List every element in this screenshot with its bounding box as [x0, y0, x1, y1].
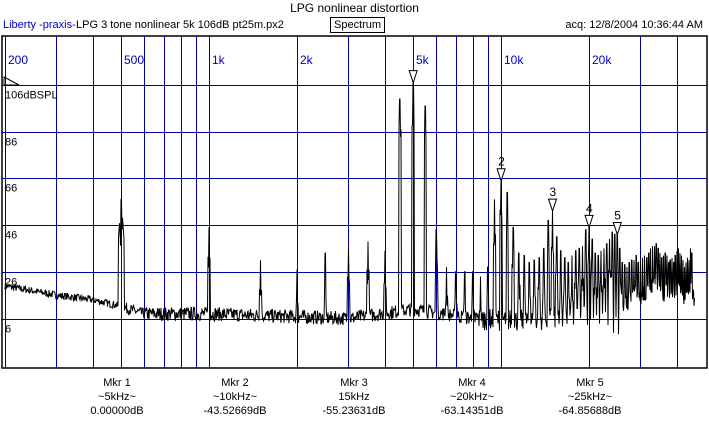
marker-value: 0.00000dB	[90, 405, 144, 417]
x-tick-label: 5k	[416, 53, 430, 67]
marker-4-triangle-icon	[584, 214, 594, 230]
spectrum-trace	[4, 82, 695, 335]
y-tick-label: 6	[5, 324, 11, 336]
y-tick-label: 86	[5, 137, 17, 149]
chart-title: LPG nonlinear distortion	[290, 1, 419, 15]
marker-4-label: 4	[586, 201, 593, 215]
marker-value: -63.14351dB	[440, 405, 504, 417]
marker-name: Mkr 3	[340, 377, 368, 389]
marker-1-triangle-icon	[408, 70, 418, 85]
x-tick-label: 500	[124, 53, 144, 67]
marker-value: -55.23631dB	[322, 405, 386, 417]
file-name: LPG 3 tone nonlinear 5k 106dB pt25m.px2	[76, 19, 284, 31]
marker-freq: ~5kHz~	[98, 391, 136, 403]
x-tick-label: 20k	[592, 53, 612, 67]
marker-3-triangle-icon	[547, 198, 558, 213]
reference-level-icon	[3, 76, 20, 86]
marker-value: -43.52669dB	[203, 405, 267, 417]
x-tick-label: 10k	[504, 53, 524, 67]
brand-label: Liberty -praxis-	[3, 19, 76, 31]
marker-name: Mkr 5	[576, 377, 604, 389]
marker-2-label: 2	[498, 155, 505, 169]
y-tick-label: 106dBSPL	[5, 90, 58, 102]
spectrum-mode-button[interactable]: Spectrum	[330, 17, 386, 33]
marker-value: -64.85688dB	[558, 405, 622, 417]
marker-readout-1: Mkr 1 ~5kHz~ 0.00000dB	[57, 376, 177, 418]
marker-freq: ~20kHz~	[449, 391, 495, 403]
marker-2-triangle-icon	[496, 168, 506, 183]
marker-5-triangle-icon	[612, 221, 622, 237]
y-tick-label: 46	[5, 230, 17, 242]
marker-readout-3: Mkr 3 15kHz -55.23631dB	[294, 376, 414, 418]
marker-name: Mkr 4	[458, 377, 486, 389]
marker-readout-2: Mkr 2 ~10kHz~ -43.52669dB	[175, 376, 295, 418]
marker-freq: 15kHz	[338, 391, 370, 403]
marker-name: Mkr 1	[103, 377, 131, 389]
marker-freq: ~10kHz~	[212, 391, 258, 403]
marker-3-label: 3	[550, 185, 557, 199]
marker-5-label: 5	[614, 208, 621, 222]
marker-name: Mkr 2	[221, 377, 249, 389]
x-tick-label: 200	[8, 53, 28, 67]
marker-readout-5: Mkr 5 ~25kHz~ -64.85688dB	[530, 376, 650, 418]
marker-readout-4: Mkr 4 ~20kHz~ -63.14351dB	[412, 376, 532, 418]
x-tick-label: 2k	[300, 53, 314, 67]
x-tick-label: 1k	[212, 53, 226, 67]
y-tick-label: 66	[5, 183, 17, 195]
acquisition-timestamp: acq: 12/8/2004 10:36:44 AM	[565, 19, 703, 31]
marker-freq: ~25kHz~	[567, 391, 613, 403]
